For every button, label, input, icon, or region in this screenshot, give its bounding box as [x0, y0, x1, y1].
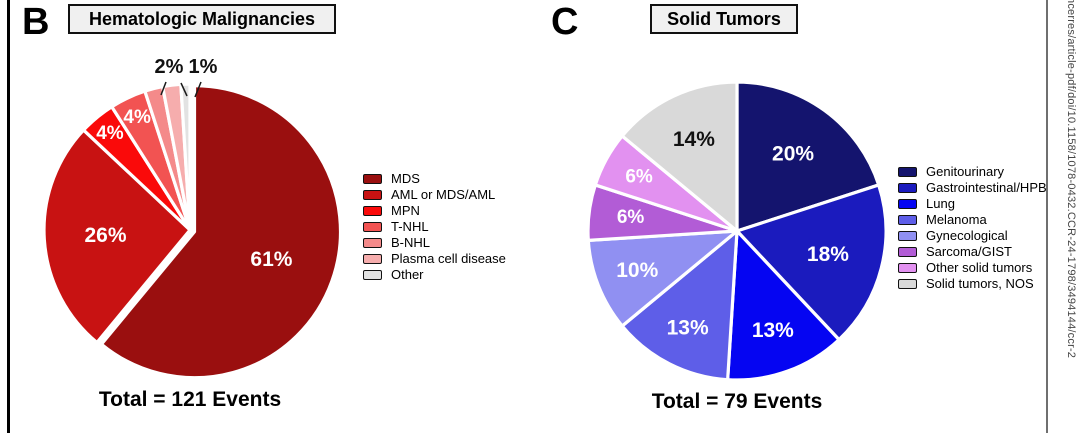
- figure-left-border: [7, 0, 10, 433]
- legend-label: T-NHL: [391, 219, 429, 234]
- legend-item: Other: [363, 267, 506, 283]
- total-events-b: Total = 121 Events: [98, 388, 282, 411]
- legend-label: Other solid tumors: [926, 260, 1033, 275]
- label-leader-line: [194, 81, 202, 98]
- legend-item: Other solid tumors: [898, 260, 1047, 276]
- legend-label: B-NHL: [391, 235, 431, 250]
- legend-item: Genitourinary: [898, 164, 1047, 180]
- slice-percent-label: 10%: [616, 259, 658, 282]
- legend-label: Other: [391, 267, 424, 282]
- legend-item: Solid tumors, NOS: [898, 276, 1047, 292]
- pie-slice-solid-tumors-nos: [620, 80, 739, 233]
- legend-swatch: [363, 238, 382, 248]
- pie-slice-melanoma: [620, 229, 739, 382]
- label-leader-line: [160, 81, 167, 96]
- pie-chart-c: 20% 18% 13% 13% 10% 6% 6% 14%: [586, 80, 888, 382]
- legend-item: MPN: [363, 203, 506, 219]
- legend-swatch: [898, 247, 917, 257]
- legend-item: B-NHL: [363, 235, 506, 251]
- label-leader-line: [180, 82, 188, 97]
- legend-swatch: [898, 167, 917, 177]
- legend-swatch: [363, 222, 382, 232]
- legend-item: Lung: [898, 196, 1047, 212]
- legend-solid-tumors: Genitourinary Gastrointestinal/HPB Lung Mel…: [898, 164, 1047, 292]
- panel-title-c: Solid Tumors: [667, 8, 781, 29]
- legend-item: Melanoma: [898, 212, 1047, 228]
- legend-item: Plasma cell disease: [363, 251, 506, 267]
- legend-item: Sarcoma/GIST: [898, 244, 1047, 260]
- legend-swatch: [898, 263, 917, 273]
- panel-title-box-b: Hematologic Malignancies: [68, 4, 336, 34]
- legend-item: T-NHL: [363, 219, 506, 235]
- legend-label: Lung: [926, 196, 955, 211]
- legend-label: Plasma cell disease: [391, 251, 506, 266]
- legend-label: Melanoma: [926, 212, 987, 227]
- legend-swatch: [363, 270, 382, 280]
- slice-percent-label: 6%: [617, 207, 645, 228]
- pie-slice-mds: [99, 84, 343, 380]
- pie-slice-aml-or-mds-aml: [42, 128, 192, 345]
- legend-swatch: [898, 279, 917, 289]
- pie-slice-gastrointestinal-hpb: [735, 183, 888, 342]
- legend-label: MPN: [391, 203, 420, 218]
- legend-label: MDS: [391, 171, 420, 186]
- legend-label: Gastrointestinal/HPB: [926, 180, 1047, 195]
- legend-label: AML or MDS/AML: [391, 187, 496, 202]
- legend-swatch: [363, 206, 382, 216]
- slice-percent-label: 4%: [123, 107, 151, 128]
- slice-percent-label: 13%: [667, 316, 709, 339]
- legend-hematologic: MDS AML or MDS/AML MPN T-NHL B-NHL Plasma cel…: [363, 171, 506, 283]
- total-events-c: Total = 79 Events: [651, 390, 823, 413]
- legend-swatch: [363, 254, 382, 264]
- slice-percent-label-outside: 1%: [189, 56, 218, 78]
- panel-letter-c: C: [551, 1, 579, 43]
- legend-swatch: [898, 215, 917, 225]
- panel-letter-b: B: [22, 1, 50, 43]
- slice-percent-label: 14%: [673, 128, 715, 151]
- legend-label: Gynecological: [926, 228, 1008, 243]
- legend-label: Solid tumors, NOS: [926, 276, 1034, 291]
- slice-percent-label: 13%: [752, 319, 794, 342]
- legend-swatch: [898, 183, 917, 193]
- panel-title-b: Hematologic Malignancies: [88, 8, 316, 29]
- slice-percent-label: 26%: [84, 224, 126, 247]
- pie-slice-genitourinary: [735, 80, 881, 233]
- slice-percent-label: 18%: [807, 243, 849, 266]
- legend-swatch: [898, 231, 917, 241]
- legend-label: Genitourinary: [926, 164, 1005, 179]
- legend-swatch: [363, 174, 382, 184]
- pie-slice-gynecological: [586, 229, 739, 328]
- legend-item: MDS: [363, 171, 506, 187]
- slice-percent-label: 4%: [96, 123, 124, 144]
- legend-item: AML or MDS/AML: [363, 187, 506, 203]
- journal-watermark-text: ncerres/article-pdf/doi/10.1158/1078-043…: [1065, 0, 1077, 359]
- figure-right-border: [1046, 0, 1048, 433]
- pie-chart-b: 61% 26% 4%4% 2% 1%: [42, 56, 343, 380]
- slice-percent-label: 61%: [250, 248, 292, 271]
- pie-slice-lung: [726, 229, 841, 382]
- slice-percent-label-outside: 2%: [155, 56, 184, 78]
- legend-swatch: [363, 190, 382, 200]
- legend-item: Gynecological: [898, 228, 1047, 244]
- legend-item: Gastrointestinal/HPB: [898, 180, 1047, 196]
- legend-label: Sarcoma/GIST: [926, 244, 1012, 259]
- panel-title-box-c: Solid Tumors: [650, 4, 798, 34]
- slice-percent-label: 20%: [772, 142, 814, 165]
- slice-percent-label: 6%: [625, 167, 653, 188]
- legend-swatch: [898, 199, 917, 209]
